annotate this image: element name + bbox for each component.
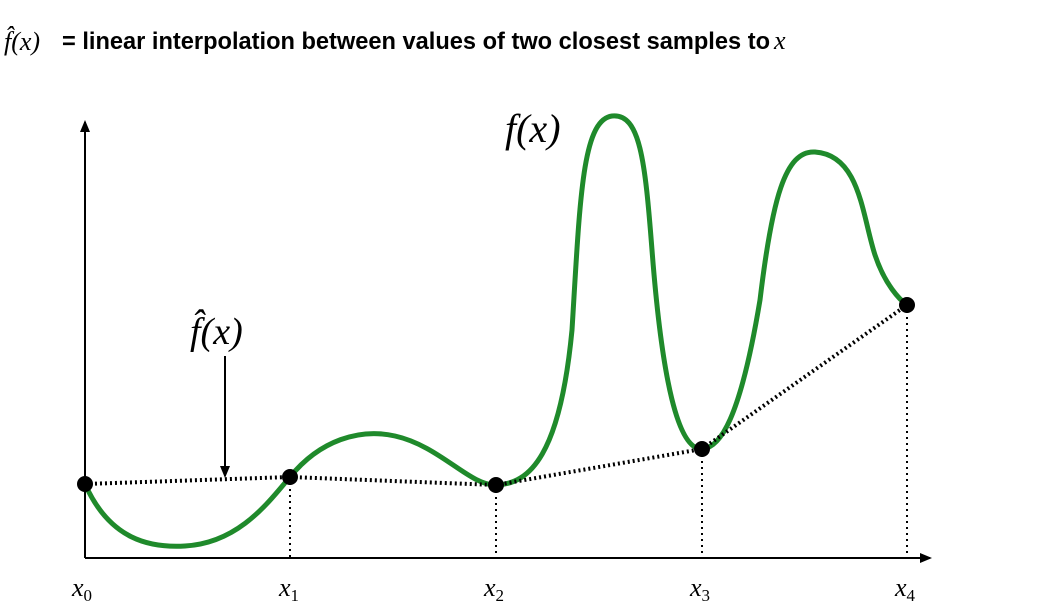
title-text: = linear interpolation between values of… <box>62 28 770 55</box>
label-x1: x1 <box>278 573 299 605</box>
label-x2: x2 <box>483 573 504 605</box>
sample-guides <box>289 305 908 558</box>
sample-point-x4 <box>899 297 915 313</box>
f-label: f(x) <box>505 106 561 151</box>
sample-point-x0 <box>77 476 93 492</box>
title-var: x <box>773 26 786 55</box>
label-x0: x0 <box>71 573 92 605</box>
label-x4: x4 <box>894 573 916 605</box>
sample-point-x1 <box>282 469 298 485</box>
label-x3: x3 <box>689 573 710 605</box>
f-curve <box>82 113 910 549</box>
x-axis-labels: x0 x1 x2 x3 x4 <box>71 573 916 605</box>
sample-point-x2 <box>488 477 504 493</box>
title-symbol: f̂(x) <box>4 27 40 56</box>
sample-points <box>77 297 915 493</box>
fhat-label: f̂(x) <box>190 309 243 353</box>
sample-point-x3 <box>694 441 710 457</box>
title: f̂(x) = linear interpolation between val… <box>4 26 786 56</box>
